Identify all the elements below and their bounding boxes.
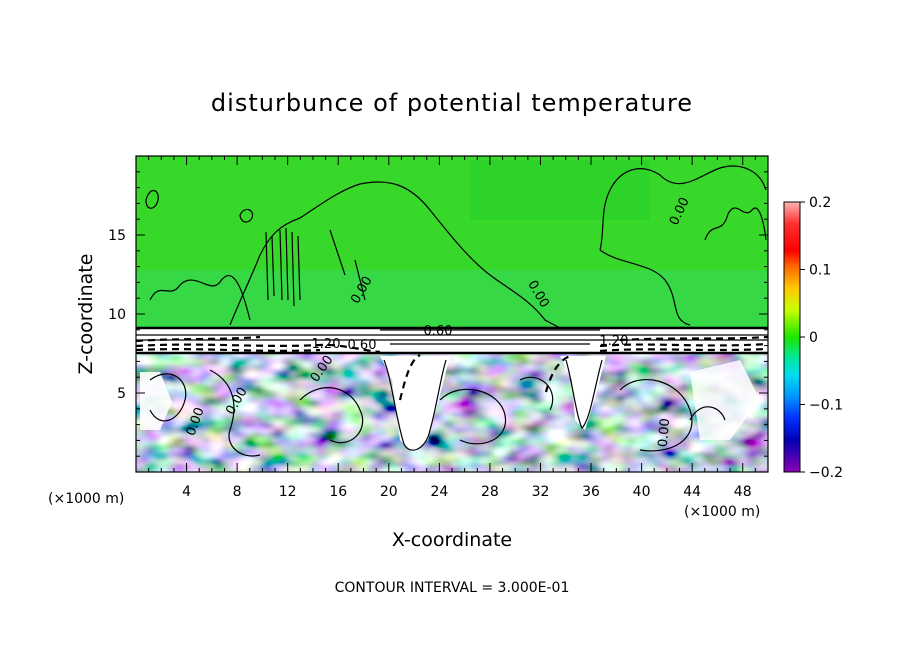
x-unit-right: (×1000 m): [684, 504, 760, 520]
x-axis-label: X-coordinate: [392, 529, 512, 551]
y-tick-label: 15: [108, 228, 126, 244]
contour-label: 1.20: [600, 334, 629, 349]
x-tick-label: 24: [430, 484, 448, 500]
contour-label: 0.60: [348, 338, 377, 353]
colorbar-tick-label: 0.1: [809, 263, 831, 279]
heatmap-field: [136, 156, 768, 472]
colorbar-tick-label: 0: [809, 330, 818, 346]
x-axis: 4 8 12 16 20 24 28 32 36 40 44 48: [148, 156, 756, 500]
x-tick-label: 12: [279, 484, 297, 500]
x-tick-label: 32: [532, 484, 550, 500]
y-axis: 5 10 15: [108, 171, 768, 457]
colorbar-tick-label: −0.2: [809, 465, 843, 481]
x-tick-label: 16: [329, 484, 347, 500]
contour-label: 0.00: [656, 418, 673, 448]
x-tick-label: 36: [582, 484, 600, 500]
contour-interval-note: CONTOUR INTERVAL = 3.000E-01: [335, 580, 570, 596]
x-unit-left: (×1000 m): [48, 491, 124, 507]
colorbar: 0.2 0.1 0 −0.1 −0.2: [783, 195, 843, 481]
x-tick-label: 48: [734, 484, 752, 500]
x-tick-label: 4: [182, 484, 191, 500]
colorbar-tick-label: 0.2: [809, 195, 831, 211]
y-axis-label: Z-coordinate: [75, 254, 97, 375]
colorbar-tick-label: −0.1: [809, 398, 843, 414]
chart-title: disturbunce of potential temperature: [211, 89, 693, 117]
x-tick-label: 28: [481, 484, 499, 500]
y-tick-label: 5: [117, 386, 126, 402]
x-tick-label: 20: [380, 484, 398, 500]
x-tick-label: 8: [233, 484, 242, 500]
x-tick-label: 44: [683, 484, 701, 500]
contour-label: 0.60: [424, 324, 453, 339]
x-tick-label: 40: [633, 484, 651, 500]
contour-label: 1.20: [312, 337, 341, 352]
y-tick-label: 10: [108, 307, 126, 323]
